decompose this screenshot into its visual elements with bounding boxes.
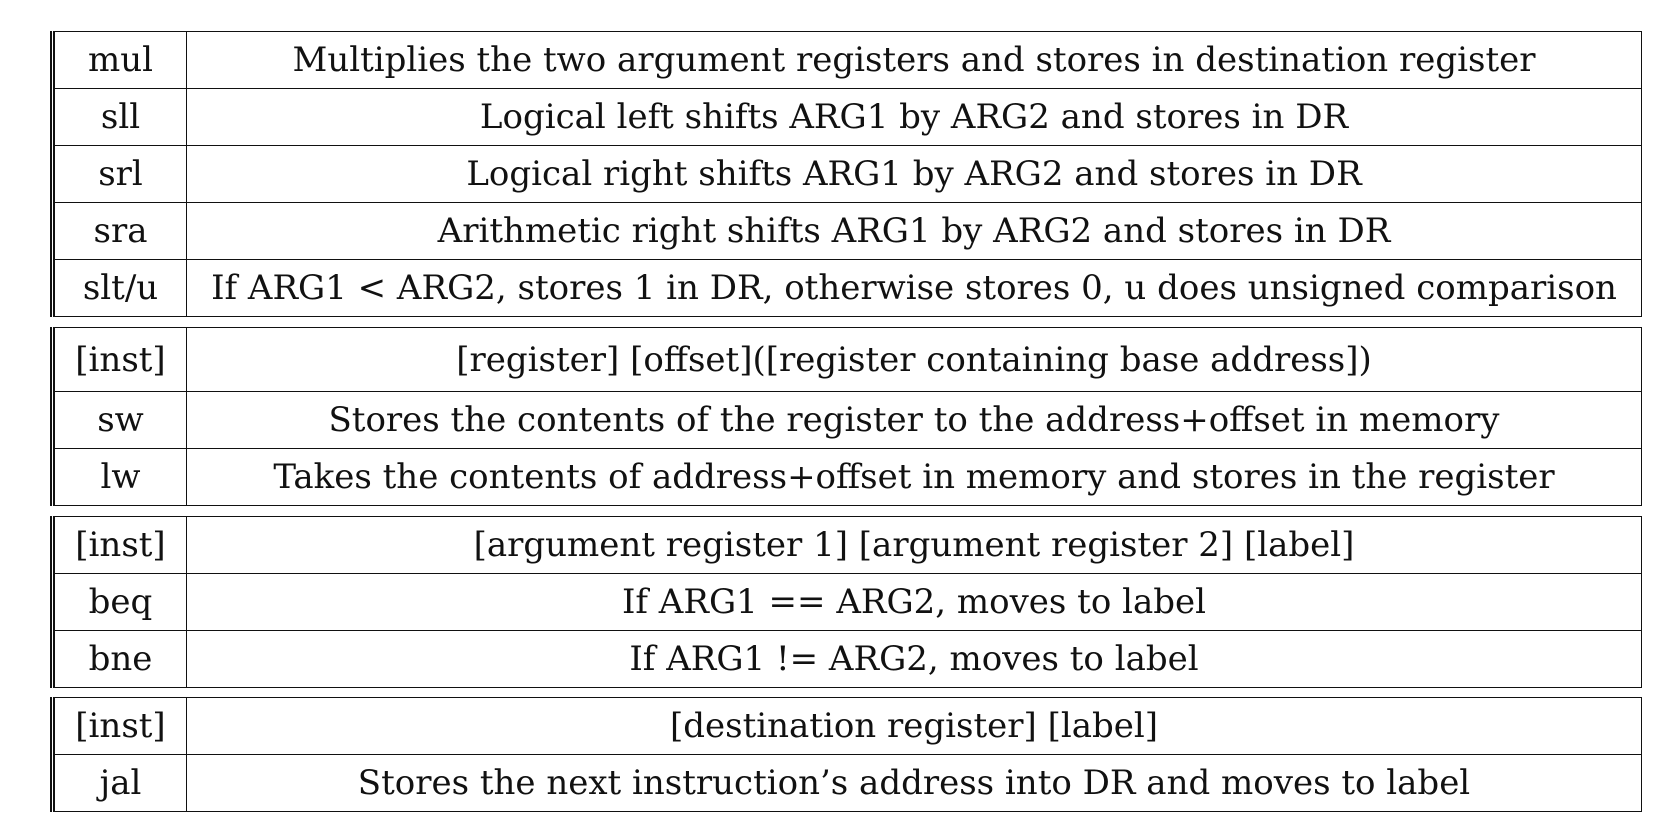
table-row: sra Arithmetic right shifts ARG1 by ARG2… <box>50 202 1642 260</box>
arithmetic-instructions-table: mul Multiplies the two argument register… <box>50 31 1642 317</box>
instruction-cell: sra <box>50 202 187 260</box>
jump-instructions-table: [inst] [destination register] [label] ja… <box>50 697 1642 812</box>
table-header-row: [inst] [destination register] [label] <box>50 697 1642 755</box>
operand-format-cell: [register] [offset]([register containing… <box>186 327 1642 392</box>
description-cell: If ARG1 < ARG2, stores 1 in DR, otherwis… <box>186 259 1642 317</box>
table-row: mul Multiplies the two argument register… <box>50 31 1642 89</box>
description-cell: Stores the next instruction’s address in… <box>186 754 1642 812</box>
description-cell: Logical right shifts ARG1 by ARG2 and st… <box>186 145 1642 203</box>
table-row: sll Logical left shifts ARG1 by ARG2 and… <box>50 88 1642 146</box>
table-row: slt/u If ARG1 < ARG2, stores 1 in DR, ot… <box>50 259 1642 317</box>
description-cell: Logical left shifts ARG1 by ARG2 and sto… <box>186 88 1642 146</box>
instruction-cell: mul <box>50 31 187 89</box>
instruction-format-cell: [inst] <box>50 327 187 392</box>
table-row: sw Stores the contents of the register t… <box>50 391 1642 449</box>
instruction-cell: srl <box>50 145 187 203</box>
operand-format-cell: [argument register 1] [argument register… <box>186 516 1642 574</box>
instruction-cell: jal <box>50 754 187 812</box>
instruction-format-cell: [inst] <box>50 516 187 574</box>
instruction-cell: lw <box>50 448 187 506</box>
instruction-cell: sll <box>50 88 187 146</box>
instruction-format-cell: [inst] <box>50 697 187 755</box>
memory-instructions-table: [inst] [register] [offset]([register con… <box>50 327 1642 506</box>
table-row: bne If ARG1 != ARG2, moves to label <box>50 630 1642 688</box>
branch-instructions-table: [inst] [argument register 1] [argument r… <box>50 516 1642 688</box>
description-cell: If ARG1 == ARG2, moves to label <box>186 573 1642 631</box>
table-row: lw Takes the contents of address+offset … <box>50 448 1642 506</box>
instruction-cell: slt/u <box>50 259 187 317</box>
table-row: beq If ARG1 == ARG2, moves to label <box>50 573 1642 631</box>
description-cell: Arithmetic right shifts ARG1 by ARG2 and… <box>186 202 1642 260</box>
description-cell: Stores the contents of the register to t… <box>186 391 1642 449</box>
description-cell: Multiplies the two argument registers an… <box>186 31 1642 89</box>
table-header-row: [inst] [argument register 1] [argument r… <box>50 516 1642 574</box>
operand-format-cell: [destination register] [label] <box>186 697 1642 755</box>
description-cell: Takes the contents of address+offset in … <box>186 448 1642 506</box>
table-row: srl Logical right shifts ARG1 by ARG2 an… <box>50 145 1642 203</box>
instruction-cell: sw <box>50 391 187 449</box>
instruction-cell: beq <box>50 573 187 631</box>
table-header-row: [inst] [register] [offset]([register con… <box>50 327 1642 392</box>
description-cell: If ARG1 != ARG2, moves to label <box>186 630 1642 688</box>
instruction-cell: bne <box>50 630 187 688</box>
table-row: jal Stores the next instruction’s addres… <box>50 754 1642 812</box>
